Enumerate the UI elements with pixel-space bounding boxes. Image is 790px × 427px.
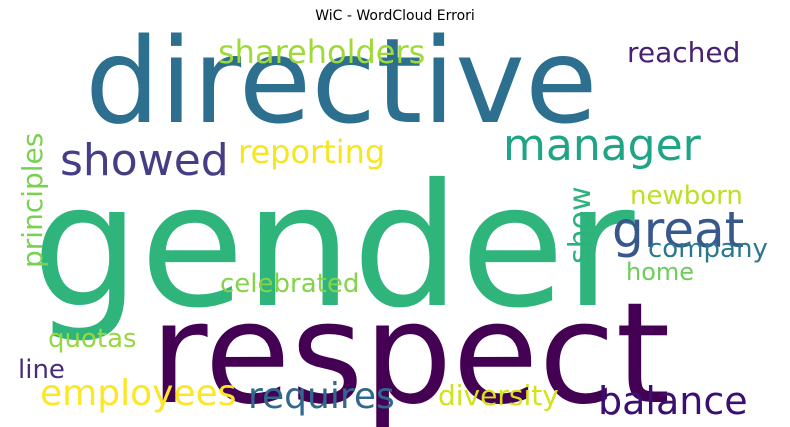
word-shareholders: shareholders [218,33,425,71]
word-line: line [18,355,65,385]
word-home: home [626,258,694,286]
word-quotas: quotas [48,324,137,354]
word-diversity: diversity [438,379,559,412]
word-show: show [563,186,598,264]
word-newborn: newborn [630,181,743,211]
word-showed: showed [60,135,229,186]
word-great: great [612,201,744,259]
word-company: company [648,234,768,264]
word-manager: manager [503,120,702,171]
word-principles: principles [16,133,49,268]
word-respect: respect [150,273,670,427]
figure-title: WiC - WordCloud Errori [315,8,475,24]
word-employees: employees [40,373,236,414]
word-reached: reached [627,36,740,69]
word-reporting: reporting [238,133,385,171]
word-requires: requires [248,376,395,417]
word-celebrated: celebrated [220,269,359,299]
word-balance: balance [598,379,748,423]
word-gender: gender [32,148,635,346]
word-directive: directive [85,12,598,150]
